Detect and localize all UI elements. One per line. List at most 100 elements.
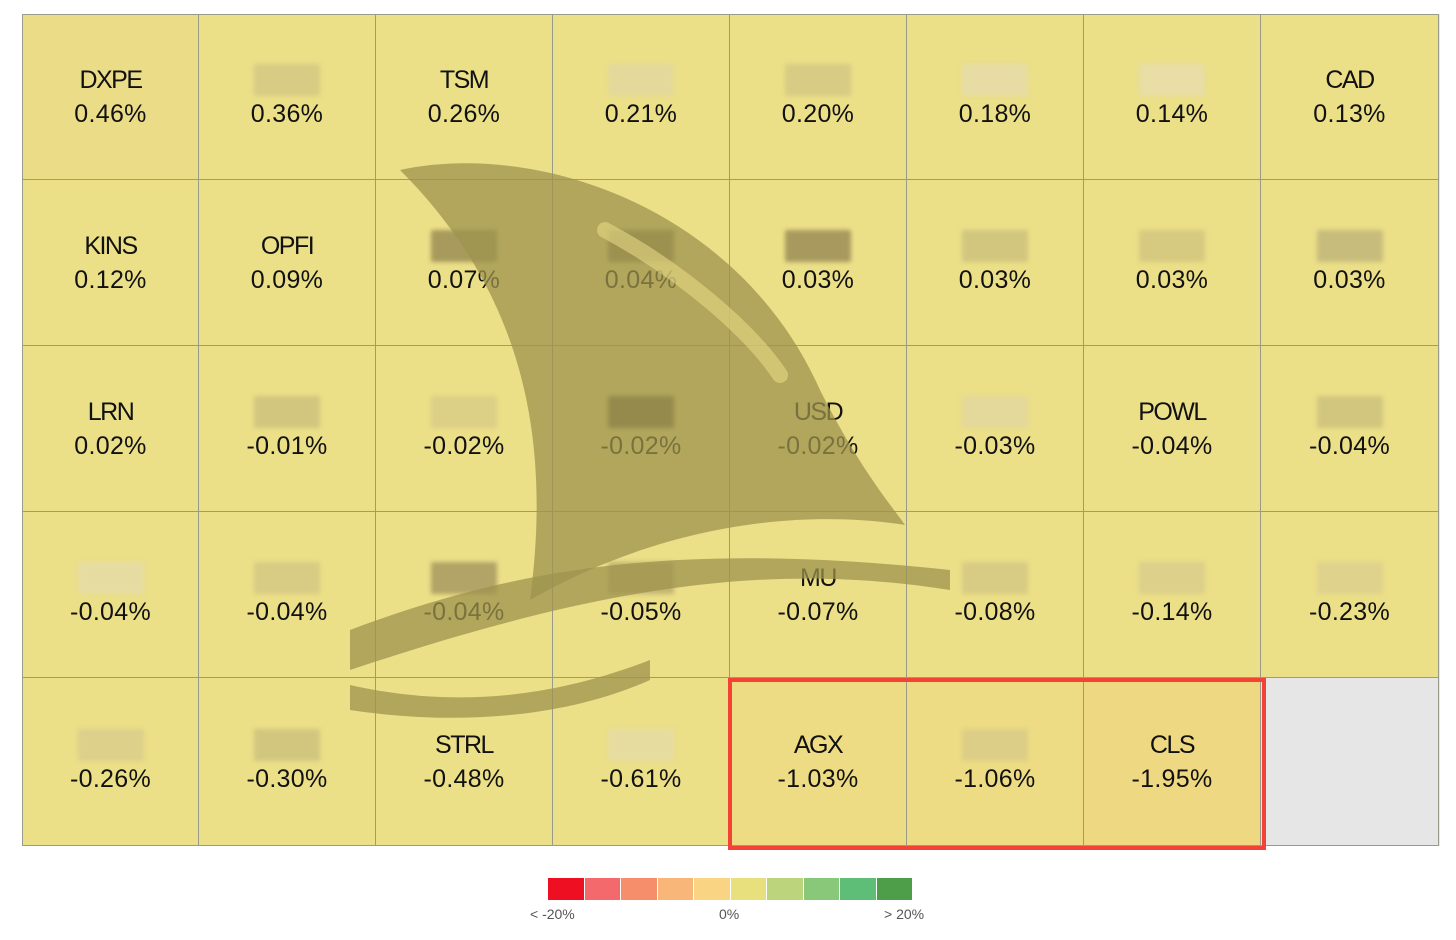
heatmap-cell[interactable]: POWL -0.04% [1084, 346, 1261, 512]
redacted-ticker [1316, 561, 1383, 594]
cell-change: -1.06% [954, 764, 1036, 793]
cell-change: -0.02% [423, 431, 505, 460]
heatmap-cell[interactable]: -0.04% [376, 512, 553, 678]
heatmap-cell[interactable]: 0.03% [1261, 180, 1439, 346]
cell-change: -0.02% [600, 431, 682, 460]
cell-change: -1.95% [1131, 764, 1213, 793]
cell-ticker: OPFI [260, 231, 315, 260]
redacted-ticker [962, 561, 1028, 594]
redacted-ticker [785, 229, 851, 262]
heatmap-cell[interactable]: 0.20% [730, 14, 907, 180]
heatmap-cell[interactable]: AGX -1.03% [730, 678, 907, 846]
legend-max-label: > 20% [884, 906, 925, 922]
cell-change: 0.09% [250, 265, 324, 294]
cell-ticker [254, 728, 320, 762]
cell-change: -0.05% [600, 597, 682, 626]
heatmap-cell[interactable]: -0.03% [907, 346, 1084, 512]
cell-ticker [77, 561, 144, 595]
cell-ticker [431, 395, 497, 429]
heatmap-cell[interactable]: 0.07% [376, 180, 553, 346]
heatmap-cell[interactable]: -0.04% [1261, 346, 1439, 512]
redacted-ticker [254, 395, 320, 428]
cell-ticker [608, 63, 674, 97]
heatmap-cell[interactable]: -0.23% [1261, 512, 1439, 678]
heatmap-cell[interactable]: -1.06% [907, 678, 1084, 846]
cell-ticker [431, 229, 497, 263]
cell-change: -0.07% [777, 597, 859, 626]
redacted-ticker [608, 64, 674, 96]
cell-change: -0.03% [954, 431, 1036, 460]
legend-swatch [840, 878, 877, 900]
cell-ticker [1139, 561, 1205, 595]
heatmap-cell[interactable]: 0.18% [907, 14, 1084, 180]
heatmap-cell[interactable]: USD -0.02% [730, 346, 907, 512]
cell-change: 0.03% [1135, 265, 1209, 294]
redacted-ticker [431, 229, 497, 262]
heatmap-cell[interactable]: -0.02% [553, 346, 730, 512]
heatmap-cell[interactable]: LRN 0.02% [22, 346, 199, 512]
legend-swatch [730, 878, 767, 900]
cell-ticker [785, 229, 851, 263]
cell-change: -0.08% [954, 597, 1036, 626]
cell-change: -0.30% [246, 764, 328, 793]
cell-ticker [962, 229, 1028, 263]
heatmap-cell[interactable]: TSM 0.26% [376, 14, 553, 180]
heatmap-cell[interactable]: -0.05% [553, 512, 730, 678]
legend-swatch [767, 878, 804, 900]
cell-ticker: LRN [87, 397, 135, 426]
cell-ticker [77, 728, 144, 762]
cell-change: -0.04% [69, 597, 151, 626]
heatmap-cell[interactable]: -0.26% [22, 678, 199, 846]
legend-swatch [548, 878, 585, 900]
cell-change: -0.04% [1131, 431, 1213, 460]
cell-ticker [1316, 395, 1383, 429]
cell-change: 0.02% [74, 431, 147, 460]
heatmap-cell[interactable]: 0.04% [553, 180, 730, 346]
legend-min-label: < -20% [530, 906, 575, 922]
redacted-ticker [608, 229, 674, 262]
heatmap-cell[interactable]: 0.14% [1084, 14, 1261, 180]
heatmap-cell[interactable]: 0.03% [907, 180, 1084, 346]
cell-change: 0.46% [74, 100, 147, 128]
redacted-ticker [785, 64, 851, 96]
heatmap-cell[interactable]: -0.14% [1084, 512, 1261, 678]
heatmap-cell[interactable]: MU -0.07% [730, 512, 907, 678]
heatmap-cell[interactable]: 0.21% [553, 14, 730, 180]
cell-ticker: STRL [435, 730, 494, 759]
heatmap-cell[interactable]: STRL -0.48% [376, 678, 553, 846]
heatmap-cell[interactable]: -0.30% [199, 678, 376, 846]
cell-ticker [785, 63, 851, 97]
redacted-ticker [1316, 395, 1383, 428]
color-legend [548, 878, 912, 902]
cell-ticker [962, 561, 1028, 595]
cell-ticker [1139, 63, 1205, 97]
cell-ticker [608, 561, 674, 595]
heatmap-cell[interactable]: CLS -1.95% [1084, 678, 1261, 846]
heatmap-cell[interactable]: 0.03% [1084, 180, 1261, 346]
redacted-ticker [254, 728, 320, 761]
heatmap-cell[interactable]: -0.02% [376, 346, 553, 512]
legend-mid-label: 0% [719, 906, 740, 922]
heatmap-cell[interactable]: -0.61% [553, 678, 730, 846]
heatmap-cell[interactable]: CAD 0.13% [1261, 14, 1439, 180]
heatmap-cell[interactable]: OPFI 0.09% [199, 180, 376, 346]
cell-change: 0.03% [1313, 265, 1386, 294]
redacted-ticker [608, 728, 674, 761]
heatmap-cell[interactable]: -0.08% [907, 512, 1084, 678]
heatmap-cell[interactable]: DXPE 0.46% [22, 14, 199, 180]
cell-ticker [254, 395, 320, 429]
cell-change: 0.13% [1313, 100, 1386, 128]
heatmap-cell[interactable]: -0.01% [199, 346, 376, 512]
heatmap-cell[interactable]: -0.04% [22, 512, 199, 678]
redacted-ticker [962, 64, 1028, 96]
cell-change: -1.03% [777, 764, 859, 793]
legend-swatch [584, 878, 621, 900]
cell-ticker: POWL [1138, 397, 1207, 426]
legend-swatch [803, 878, 840, 900]
heatmap-cell[interactable]: 0.03% [730, 180, 907, 346]
cell-change: 0.03% [781, 265, 855, 294]
heatmap-cell[interactable]: -0.04% [199, 512, 376, 678]
redacted-ticker [1139, 64, 1205, 96]
heatmap-cell[interactable]: 0.36% [199, 14, 376, 180]
heatmap-cell[interactable]: KINS 0.12% [22, 180, 199, 346]
